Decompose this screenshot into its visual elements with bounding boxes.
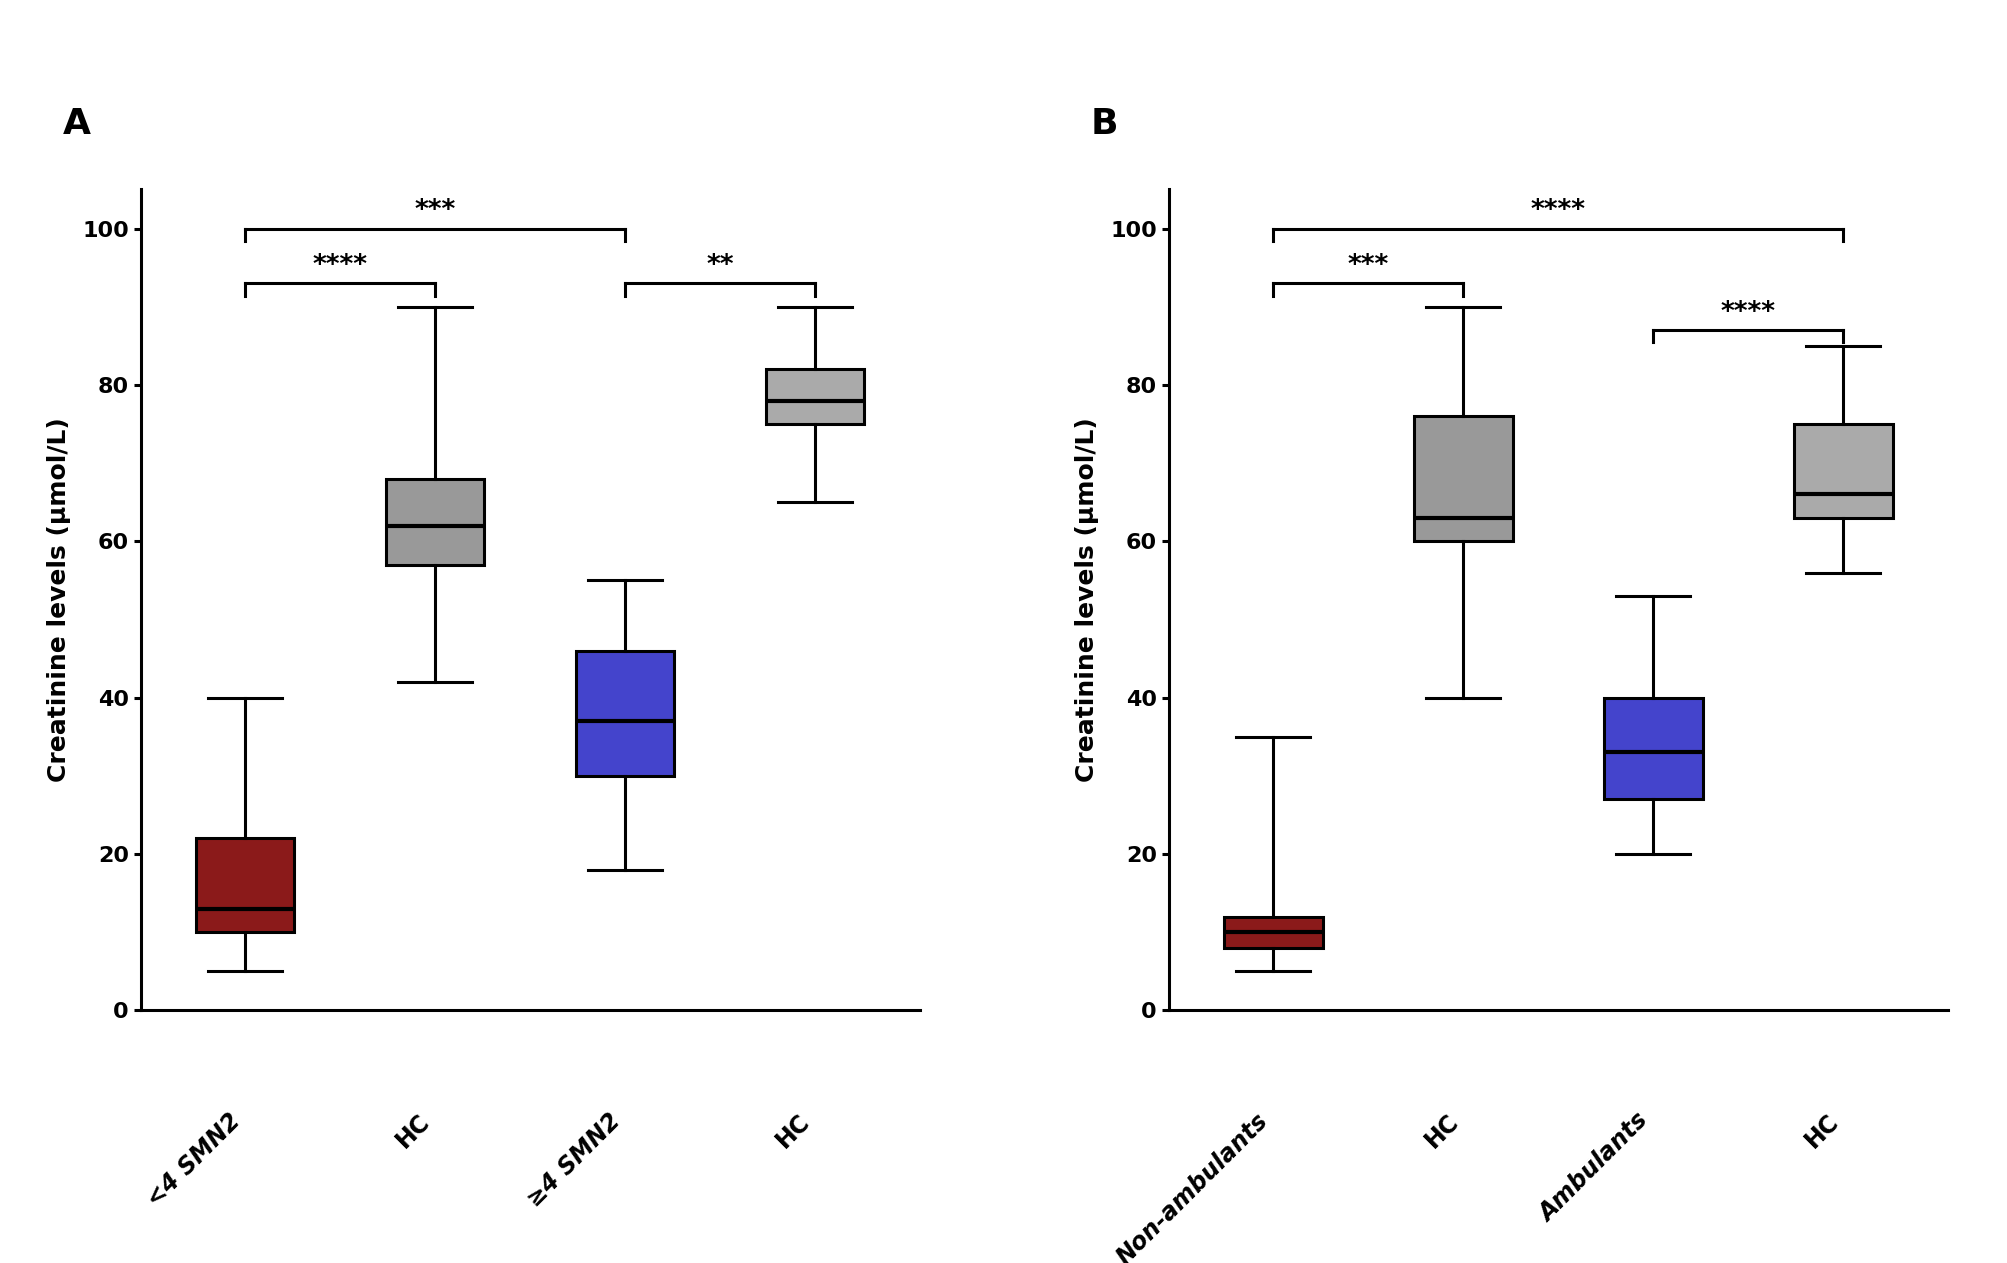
Y-axis label: Creatinine levels (μmol/L): Creatinine levels (μmol/L) [1074, 418, 1098, 782]
Bar [195, 839, 295, 932]
Text: HC: HC [1798, 1109, 1842, 1152]
Bar [1792, 424, 1893, 518]
Bar [576, 650, 674, 775]
Text: ***: *** [1347, 253, 1389, 279]
Bar [1604, 697, 1702, 799]
Bar [385, 479, 484, 565]
Text: Non-ambulants: Non-ambulants [1112, 1109, 1272, 1263]
Text: **: ** [706, 253, 733, 279]
Text: ≥4 SMN2: ≥4 SMN2 [522, 1109, 624, 1211]
Bar [765, 369, 863, 424]
Text: B: B [1090, 107, 1118, 141]
Text: <4 SMN2: <4 SMN2 [142, 1109, 245, 1211]
Text: HC: HC [391, 1109, 436, 1152]
Text: ***: *** [413, 198, 456, 225]
Text: ****: **** [1720, 301, 1774, 326]
Text: ****: **** [1529, 198, 1586, 225]
Text: HC: HC [771, 1109, 815, 1152]
Bar [1224, 917, 1323, 947]
Text: ****: **** [313, 253, 367, 279]
Text: A: A [62, 107, 90, 141]
Y-axis label: Creatinine levels (μmol/L): Creatinine levels (μmol/L) [46, 418, 70, 782]
Text: Ambulants: Ambulants [1535, 1109, 1652, 1226]
Bar [1413, 417, 1511, 542]
Text: HC: HC [1419, 1109, 1463, 1152]
